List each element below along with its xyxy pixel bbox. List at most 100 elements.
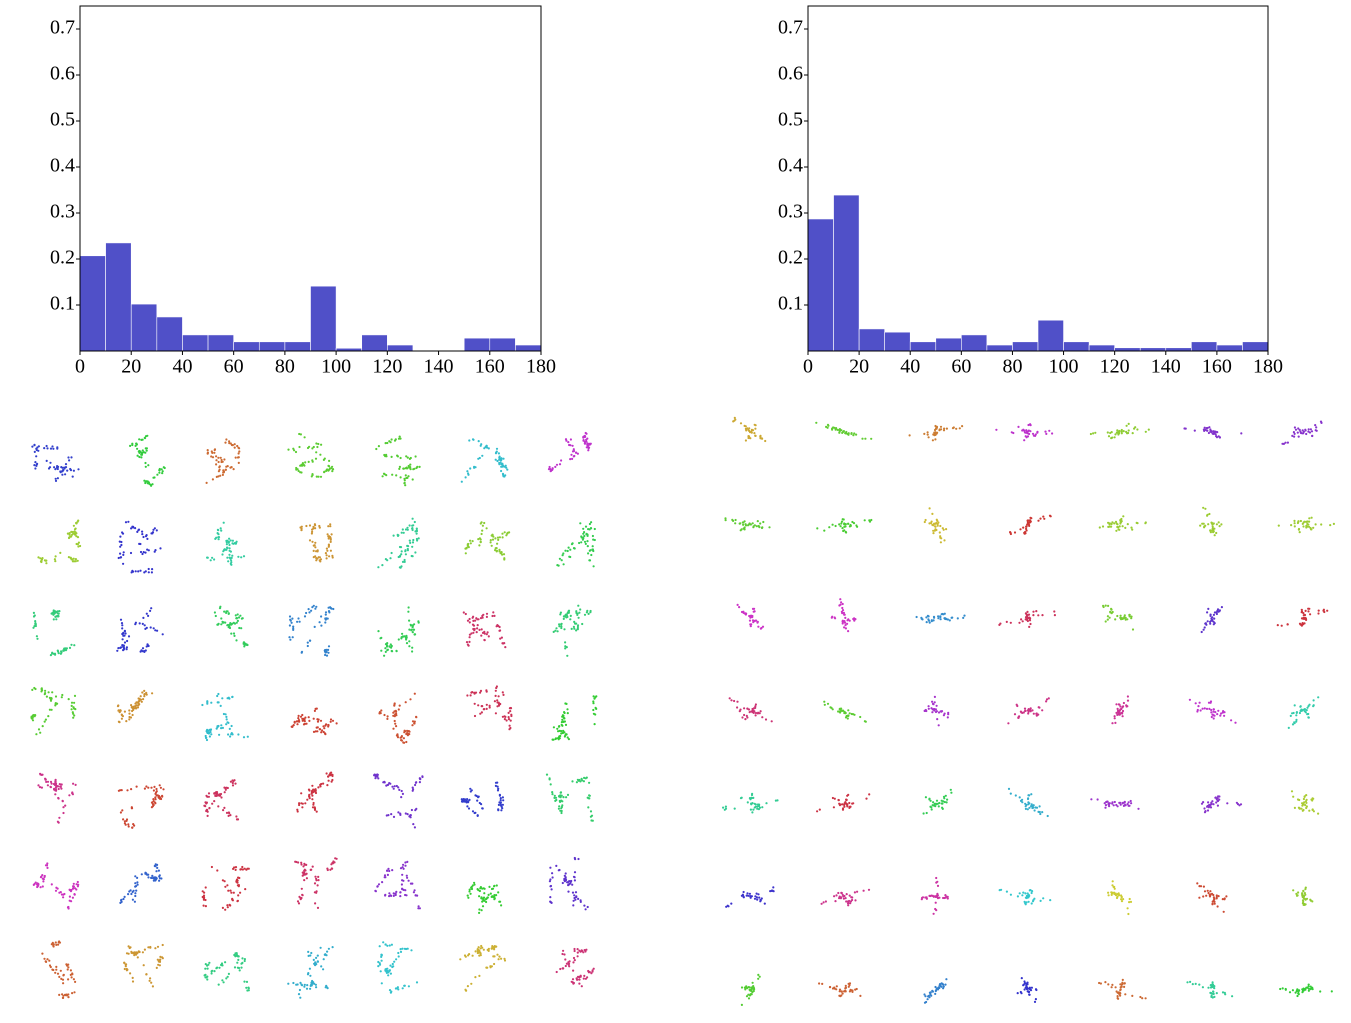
point: [414, 521, 416, 523]
point: [316, 727, 318, 729]
point: [129, 445, 131, 447]
point: [142, 623, 144, 625]
point: [375, 890, 377, 892]
point: [488, 635, 490, 637]
point: [393, 710, 395, 712]
point: [1123, 430, 1125, 432]
point: [549, 880, 551, 882]
point: [1301, 610, 1303, 612]
point: [754, 895, 756, 897]
point: [414, 633, 416, 635]
point: [571, 884, 573, 886]
point: [72, 476, 74, 478]
point: [941, 802, 943, 804]
point: [554, 466, 556, 468]
point: [1306, 713, 1308, 715]
point: [924, 995, 926, 997]
point: [481, 909, 483, 911]
point: [1299, 706, 1301, 708]
point: [320, 720, 322, 722]
point: [589, 559, 591, 561]
point: [1025, 432, 1027, 434]
point: [844, 987, 846, 989]
point: [868, 889, 870, 891]
point: [942, 983, 944, 985]
point: [402, 636, 404, 638]
bar: [311, 286, 337, 351]
point: [49, 462, 51, 464]
point: [227, 560, 229, 562]
point: [44, 778, 46, 780]
point: [1303, 895, 1305, 897]
point: [945, 528, 947, 530]
point: [595, 707, 597, 709]
point: [325, 611, 327, 613]
point: [505, 467, 507, 469]
point: [1303, 521, 1305, 523]
point: [1209, 529, 1211, 531]
point: [590, 443, 592, 445]
point: [581, 985, 583, 987]
point: [589, 611, 591, 613]
point: [130, 552, 132, 554]
bar: [387, 345, 413, 351]
point: [1114, 618, 1116, 620]
point: [590, 527, 592, 529]
point: [307, 951, 309, 953]
point: [750, 523, 752, 525]
point: [851, 896, 853, 898]
point: [585, 543, 587, 545]
point: [828, 526, 830, 528]
point: [314, 876, 316, 878]
point-cloud: [31, 444, 79, 482]
point: [499, 536, 501, 538]
point: [146, 538, 148, 540]
point: [141, 873, 143, 875]
point: [218, 538, 220, 540]
point: [323, 731, 325, 733]
point: [126, 969, 128, 971]
point: [330, 721, 332, 723]
point: [391, 438, 393, 440]
point: [565, 703, 567, 705]
point: [307, 973, 309, 975]
point: [1213, 717, 1215, 719]
point: [556, 728, 558, 730]
point: [144, 949, 146, 951]
point: [145, 973, 147, 975]
point: [588, 613, 590, 615]
point: [502, 458, 504, 460]
point: [573, 948, 575, 950]
point: [851, 991, 853, 993]
point: [499, 629, 501, 631]
point: [931, 808, 933, 810]
point: [480, 945, 482, 947]
point: [331, 466, 333, 468]
point: [1127, 432, 1129, 434]
point: [147, 482, 149, 484]
point: [400, 476, 402, 478]
point: [1306, 805, 1308, 807]
point: [821, 903, 823, 905]
point: [850, 989, 852, 991]
point: [234, 542, 236, 544]
point-cloud: [201, 693, 249, 741]
point: [467, 543, 469, 545]
point: [859, 995, 861, 997]
point: [509, 725, 511, 727]
point: [121, 718, 123, 720]
point: [469, 788, 471, 790]
point: [573, 957, 575, 959]
point: [1116, 897, 1118, 899]
point: [122, 632, 124, 634]
point: [931, 521, 933, 523]
point: [480, 635, 482, 637]
point: [153, 800, 155, 802]
point: [939, 525, 941, 527]
point: [574, 858, 576, 860]
point: [297, 617, 299, 619]
point: [221, 697, 223, 699]
point: [1028, 807, 1030, 809]
point-cloud: [831, 598, 857, 632]
point: [291, 622, 293, 624]
